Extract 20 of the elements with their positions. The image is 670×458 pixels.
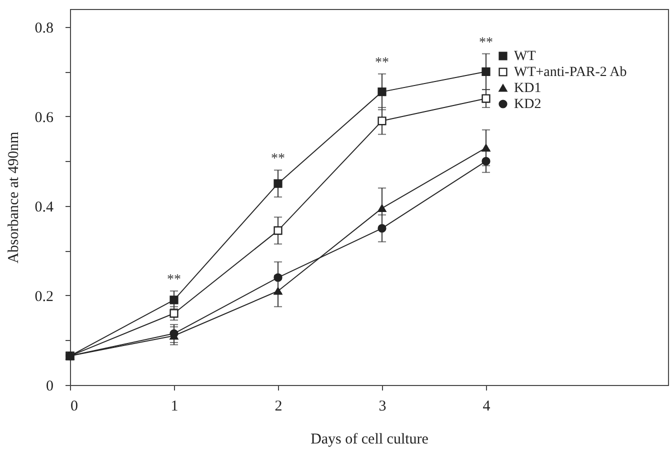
- legend-label: WT+anti-PAR-2 Ab: [514, 65, 627, 80]
- y-tick-label: 0.8: [34, 20, 54, 36]
- y-tick-label: 0: [46, 378, 54, 394]
- annotation: **: [375, 55, 389, 70]
- legend-label: KD2: [514, 97, 542, 112]
- x-axis-title: Days of cell culture: [310, 432, 429, 448]
- y-axis-title: Absorbance at 490nm: [6, 131, 22, 264]
- x-tick-label: 3: [378, 398, 386, 414]
- x-tick-label: 4: [482, 398, 491, 414]
- legend-label: WT: [514, 49, 536, 64]
- y-tick-label: 0.2: [34, 288, 54, 305]
- y-tick-label: 0.6: [34, 110, 54, 126]
- legend-label: KD1: [514, 81, 542, 96]
- x-tick-label: 2: [274, 398, 282, 414]
- annotation: **: [167, 272, 181, 288]
- annotation: **: [479, 35, 493, 50]
- x-tick-label: 0: [70, 398, 78, 414]
- y-tick-label: 0.4: [34, 199, 54, 216]
- x-tick-label: 1: [170, 398, 178, 414]
- annotation: **: [271, 152, 285, 167]
